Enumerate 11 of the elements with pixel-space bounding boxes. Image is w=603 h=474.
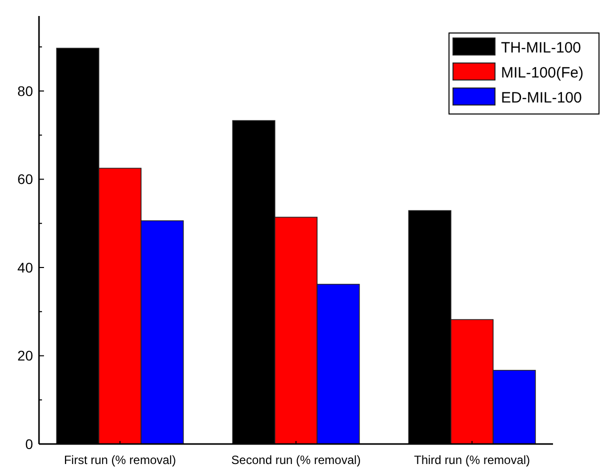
y-tick-label: 40 [17, 259, 34, 276]
y-tick-label: 0 [25, 436, 34, 452]
x-tick-label: First run (% removal) [64, 453, 176, 467]
x-tick-label: Third run (% removal) [414, 453, 530, 467]
y-tick-label: 60 [17, 171, 34, 188]
legend-label: MIL-100(Fe) [501, 64, 584, 82]
x-tick-label: Second run (% removal) [231, 453, 361, 467]
y-tick-label: 20 [17, 348, 34, 364]
legend-label: ED-MIL-100 [501, 89, 582, 106]
legend-label: TH-MIL-100 [501, 39, 582, 56]
y-tick-label: 80 [17, 82, 34, 99]
